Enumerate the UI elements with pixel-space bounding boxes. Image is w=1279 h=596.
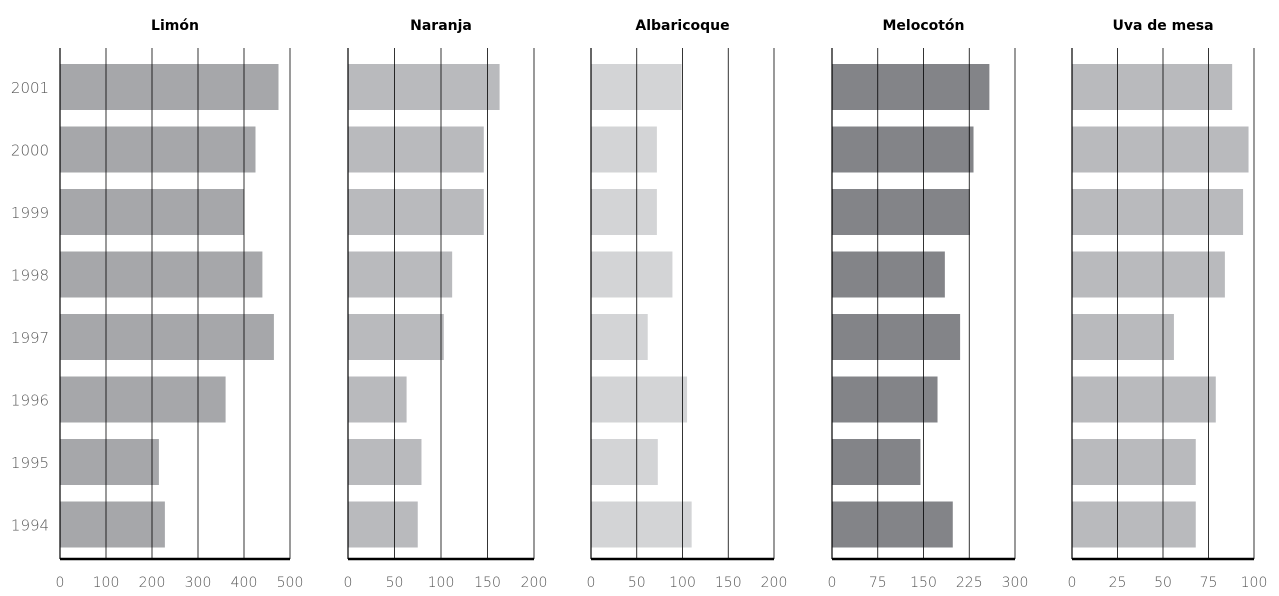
x-tick-label: 100 xyxy=(669,575,696,591)
bar-1996 xyxy=(832,376,938,423)
bar-1994 xyxy=(348,501,418,548)
chart-panel-5: Uva de mesa 0 25 50 75 100 xyxy=(1068,18,1268,591)
year-label-1996: 1996 xyxy=(11,392,49,410)
panel-title: Naranja xyxy=(410,18,472,34)
x-tick-label: 75 xyxy=(869,575,887,591)
bar-1997 xyxy=(1072,314,1174,360)
year-label-2001: 2001 xyxy=(11,79,49,97)
chart-panel-1: Limón 0 100 200 300 400 500 xyxy=(56,18,304,591)
bar-1994 xyxy=(1072,501,1196,548)
bar-1998 xyxy=(60,251,263,298)
year-label-1999: 1999 xyxy=(11,204,49,222)
bar-1998 xyxy=(348,251,453,298)
panel-title: Albaricoque xyxy=(635,18,729,34)
chart-panel-4: Melocotón 0 75 150 225 300 xyxy=(828,18,1029,591)
x-tick-label: 100 xyxy=(428,575,455,591)
x-tick-label: 50 xyxy=(1154,575,1172,591)
bar-2000 xyxy=(60,126,256,173)
x-tick-label: 50 xyxy=(386,575,404,591)
x-tick-label: 500 xyxy=(277,575,304,591)
bar-1995 xyxy=(60,439,159,485)
x-tick-label: 200 xyxy=(521,575,548,591)
bar-1994 xyxy=(832,501,953,548)
x-tick-label: 300 xyxy=(185,575,212,591)
year-label-2000: 2000 xyxy=(11,142,49,160)
x-tick-label: 0 xyxy=(1068,575,1077,591)
x-tick-label: 150 xyxy=(715,575,742,591)
chart-panel-3: Albaricoque 0 50 100 150 200 xyxy=(587,18,788,591)
x-tick-label: 50 xyxy=(628,575,646,591)
bar-2001 xyxy=(348,64,500,110)
bar-2001 xyxy=(591,64,682,110)
x-tick-label: 100 xyxy=(1241,575,1268,591)
bar-1997 xyxy=(348,314,444,360)
x-tick-label: 200 xyxy=(139,575,166,591)
bar-1998 xyxy=(1072,251,1225,298)
panel-title: Uva de mesa xyxy=(1112,18,1213,34)
bar-1997 xyxy=(832,314,961,360)
bar-1999 xyxy=(1072,189,1244,235)
bar-1996 xyxy=(60,376,226,423)
x-tick-label: 150 xyxy=(474,575,501,591)
bar-1998 xyxy=(832,251,945,298)
bar-1999 xyxy=(832,189,970,235)
chart-panel-2: Naranja 0 50 100 150 200 xyxy=(344,18,548,591)
x-tick-label: 300 xyxy=(1002,575,1029,591)
bar-2001 xyxy=(832,64,990,110)
bar-1996 xyxy=(348,376,407,423)
bar-1997 xyxy=(591,314,648,360)
bar-1996 xyxy=(591,376,688,423)
bar-1999 xyxy=(591,189,657,235)
panel-title: Melocotón xyxy=(882,18,964,34)
bar-2000 xyxy=(1072,126,1249,173)
bar-1995 xyxy=(348,439,422,485)
x-tick-label: 25 xyxy=(1109,575,1127,591)
bar-1997 xyxy=(60,314,274,360)
bar-2001 xyxy=(1072,64,1233,110)
bar-1994 xyxy=(60,501,165,548)
panel-title: Limón xyxy=(151,18,199,34)
bar-1996 xyxy=(1072,376,1216,423)
x-tick-label: 200 xyxy=(761,575,788,591)
bar-1998 xyxy=(591,251,673,298)
bar-1999 xyxy=(348,189,484,235)
year-label-1995: 1995 xyxy=(11,454,49,472)
x-tick-label: 0 xyxy=(828,575,837,591)
bar-2000 xyxy=(832,126,974,173)
x-tick-label: 0 xyxy=(587,575,596,591)
year-label-1998: 1998 xyxy=(11,267,49,285)
year-label-1997: 1997 xyxy=(11,329,49,347)
bar-1994 xyxy=(591,501,692,548)
x-tick-label: 150 xyxy=(910,575,937,591)
year-label-1994: 1994 xyxy=(11,517,49,535)
bar-1995 xyxy=(1072,439,1196,485)
bar-2001 xyxy=(60,64,279,110)
bar-1995 xyxy=(832,439,921,485)
bar-2000 xyxy=(591,126,657,173)
x-tick-label: 400 xyxy=(231,575,258,591)
bar-2000 xyxy=(348,126,484,173)
x-tick-label: 75 xyxy=(1200,575,1218,591)
x-tick-label: 0 xyxy=(344,575,353,591)
x-tick-label: 0 xyxy=(56,575,65,591)
x-tick-label: 100 xyxy=(93,575,120,591)
bar-1995 xyxy=(591,439,658,485)
x-tick-label: 225 xyxy=(956,575,983,591)
